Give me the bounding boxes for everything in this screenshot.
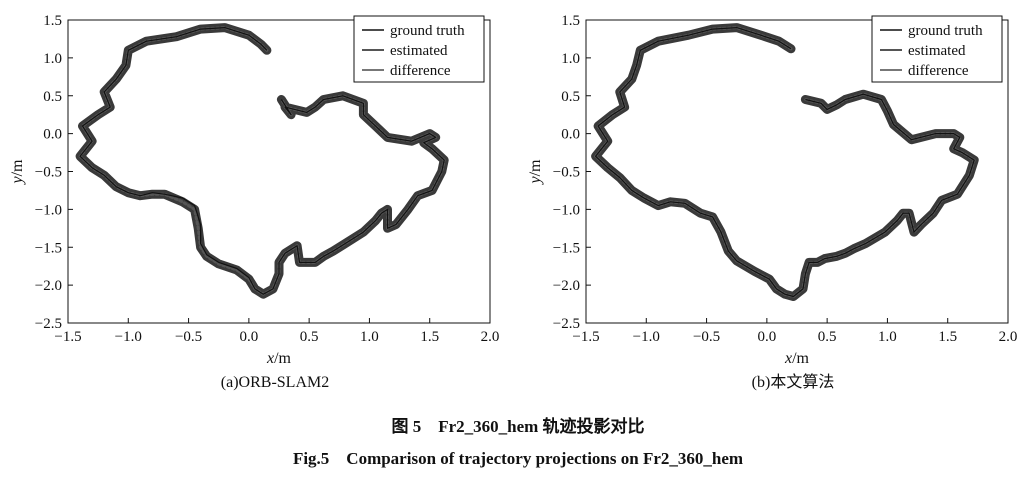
y-tick-label: 1.5 — [561, 13, 580, 29]
y-tick-label: −1.5 — [553, 240, 580, 256]
y-tick-label: −1.5 — [35, 240, 62, 256]
y-tick-label: 0.5 — [561, 89, 580, 105]
x-tick-label: 0.0 — [757, 329, 776, 345]
series-line-ground-truth — [594, 27, 975, 298]
y-tick-label: −1.0 — [35, 202, 62, 218]
x-tick-label: 2.0 — [481, 329, 500, 345]
series-line-ground-truth — [79, 27, 445, 295]
y-axis-label: y/m — [9, 159, 26, 186]
chart-panel-a: −1.5 −1.0 −0.5 0.0 0.5 1.0 1.5 2.0 1.5 1.0 0.5 0.0 −… — [9, 13, 499, 391]
x-tick-label: 2.0 — [999, 329, 1018, 345]
chart-panel-b: −1.5 −1.0 −0.5 0.0 0.5 1.0 1.5 2.0 1.5 1.0 0.5 0.0 −… — [527, 13, 1017, 391]
legend-label: difference — [390, 63, 451, 79]
y-tick-label: −2.5 — [35, 316, 62, 332]
x-axis-label: x/m — [784, 350, 810, 367]
y-tick-label: 0.0 — [561, 127, 580, 143]
x-tick-label: −1.0 — [633, 329, 660, 345]
x-tick-label: −1.5 — [54, 329, 81, 345]
y-tick-label: −2.5 — [553, 316, 580, 332]
figure-caption-chinese: 图 5 Fr2_360_hem 轨迹投影对比 — [391, 417, 645, 436]
figure-charts: −1.5 −1.0 −0.5 0.0 0.5 1.0 1.5 2.0 1.5 1.0 0.5 0.0 −… — [9, 13, 1017, 391]
y-tick-label: −0.5 — [553, 165, 580, 181]
y-tick-label: 1.0 — [43, 51, 62, 67]
x-tick-label: −0.5 — [175, 329, 202, 345]
subplot-caption: (a)ORB-SLAM2 — [221, 374, 329, 391]
x-tick-label: 0.5 — [818, 329, 837, 345]
legend-label: difference — [908, 63, 969, 79]
x-tick-label: 1.0 — [878, 329, 897, 345]
legend-label: ground truth — [390, 23, 465, 39]
x-tick-label: 1.5 — [938, 329, 957, 345]
legend: ground truth estimated difference — [871, 15, 1003, 83]
legend-label: estimated — [908, 43, 966, 59]
subplot-caption: (b)本文算法 — [752, 372, 835, 391]
y-tick-label: 0.5 — [43, 89, 62, 105]
x-axis-label: x/m — [266, 350, 292, 367]
legend-label: estimated — [390, 43, 448, 59]
y-tick-label: 0.0 — [43, 127, 62, 143]
y-tick-label: −2.0 — [35, 278, 62, 294]
x-tick-label: 1.5 — [420, 329, 439, 345]
x-tick-label: −1.5 — [572, 329, 599, 345]
x-tick-label: −1.0 — [115, 329, 142, 345]
y-tick-label: −1.0 — [553, 202, 580, 218]
legend: ground truth estimated difference — [353, 15, 485, 83]
legend-label: ground truth — [908, 23, 983, 39]
figure-caption-english: Fig.5 Comparison of trajectory projectio… — [292, 449, 744, 468]
y-axis-label: y/m — [527, 159, 544, 186]
y-tick-label: −2.0 — [553, 278, 580, 294]
y-tick-label: −0.5 — [35, 165, 62, 181]
x-tick-label: −0.5 — [693, 329, 720, 345]
x-tick-label: 0.0 — [239, 329, 258, 345]
x-tick-label: 0.5 — [300, 329, 319, 345]
x-tick-label: 1.0 — [360, 329, 379, 345]
y-tick-label: 1.0 — [561, 51, 580, 67]
y-tick-label: 1.5 — [43, 13, 62, 29]
